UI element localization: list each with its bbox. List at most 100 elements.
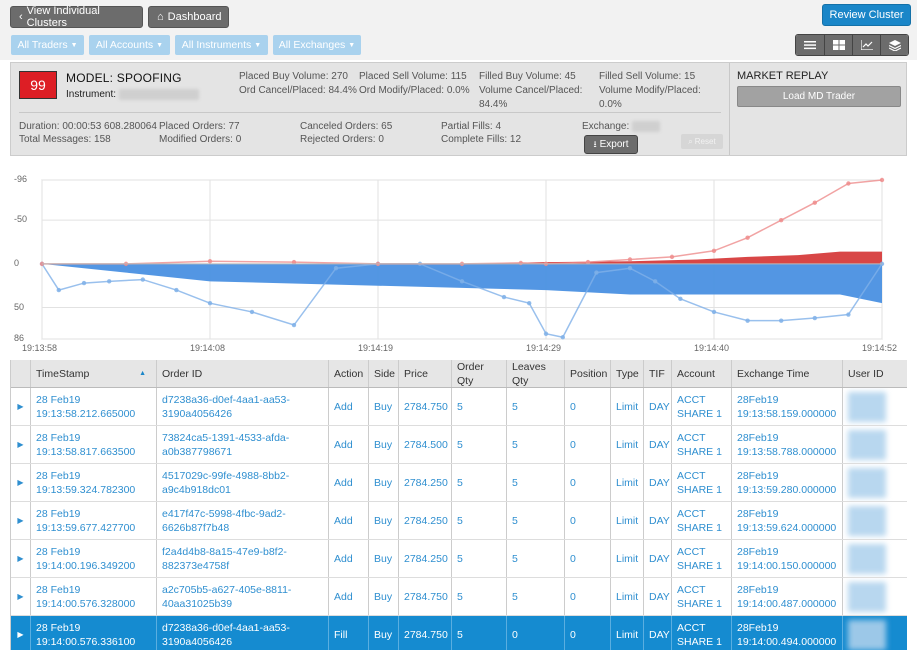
cell-side: Buy xyxy=(369,616,399,650)
column-header-side[interactable]: Side xyxy=(369,360,399,387)
caret-right-icon: ▶ xyxy=(17,629,24,639)
row-expand-toggle[interactable]: ▶ xyxy=(11,502,31,539)
cell-account-text: ACCT SHARE 1 xyxy=(677,431,722,459)
caret-right-icon: ▶ xyxy=(17,477,24,487)
row-expand-toggle[interactable]: ▶ xyxy=(11,540,31,577)
cell-user-id xyxy=(843,464,907,501)
cell-order-id: 73824ca5-1391-4533-afda-a0b387798671 xyxy=(157,426,329,463)
table-row[interactable]: ▶ 28 Feb19 19:13:59.677.427700 e417f47c-599… xyxy=(11,502,907,540)
placed-buy-volume: Placed Buy Volume: 270 xyxy=(239,71,348,82)
cell-type: Limit xyxy=(611,464,644,501)
table-row[interactable]: ▶ 28 Feb19 19:13:58.817.663500 73824ca5-139… xyxy=(11,426,907,464)
chart-view-button[interactable] xyxy=(852,35,880,55)
review-cluster-button[interactable]: Review Cluster xyxy=(822,4,911,26)
cell-order-qty: 5 xyxy=(452,616,507,650)
table-row[interactable]: ▶ 28 Feb19 19:14:00.196.349200 f2a4d4b8-8a1… xyxy=(11,540,907,578)
x-tick-label: 19:14:52 xyxy=(862,343,898,353)
grid-icon xyxy=(832,40,845,50)
column-header-position[interactable]: Position xyxy=(565,360,611,387)
cell-timestamp: 28 Feb19 19:14:00.576.328000 xyxy=(31,578,157,615)
cell-tif: DAY xyxy=(644,578,672,615)
cell-action: Add xyxy=(329,464,369,501)
user-id-redacted xyxy=(848,581,886,612)
buy-position-point xyxy=(140,277,145,282)
cell-account-line2: SHARE 1 xyxy=(677,559,722,572)
cell-order-id-line2: 3190a4056426 xyxy=(162,407,233,420)
cell-timestamp: 28 Feb19 19:13:59.324.782300 xyxy=(31,464,157,501)
list-view-button[interactable] xyxy=(796,35,824,55)
cell-order-id-text: e417f47c-5998-4fbc-9ad2- 6626b87f7b48 xyxy=(162,507,286,535)
column-header-order-qty[interactable]: Order Qty xyxy=(452,360,507,387)
column-header-user-id[interactable]: User ID xyxy=(848,367,884,380)
cell-type: Limit xyxy=(611,616,644,650)
cell-side: Buy xyxy=(369,502,399,539)
table-row[interactable]: ▶ 28 Feb19 19:13:59.324.782300 4517029c-99f… xyxy=(11,464,907,502)
exchange-row: Exchange: xyxy=(582,120,661,134)
column-header-exchange-time[interactable]: Exchange Time xyxy=(732,360,843,387)
sell-area xyxy=(42,251,882,264)
cell-exchange-time-line1: 28Feb19 xyxy=(737,431,779,444)
column-header-action[interactable]: Action xyxy=(329,360,369,387)
cell-side: Buy xyxy=(369,426,399,463)
cell-price: 2784.750 xyxy=(399,616,452,650)
grid-view-button[interactable] xyxy=(824,35,852,55)
row-expand-toggle[interactable]: ▶ xyxy=(11,578,31,615)
cell-timestamp-line1: 28 Feb19 xyxy=(36,431,81,444)
header-expander xyxy=(11,360,31,387)
volume-cancel-placed-label: Volume Cancel/Placed: xyxy=(479,85,583,96)
reset-button[interactable]: ⌕ Reset xyxy=(681,134,723,149)
cell-account: ACCT SHARE 1 xyxy=(672,578,732,615)
column-header-tif[interactable]: TIF xyxy=(644,360,672,387)
export-button[interactable]: ⭳ Export xyxy=(584,135,638,154)
caret-down-icon: ▼ xyxy=(70,41,78,49)
cell-exchange-time-line2: 19:14:00.494.000000 xyxy=(737,635,837,648)
column-header-account[interactable]: Account xyxy=(672,360,732,387)
cell-order-id-line2: 3190a4056426 xyxy=(162,635,233,648)
cell-timestamp-line2: 19:14:00.576.336100 xyxy=(36,635,136,648)
cell-order-id-line2: 6626b87f7b48 xyxy=(162,521,230,534)
column-header-leaves-qty[interactable]: Leaves Qty xyxy=(507,360,565,387)
column-header-price[interactable]: Price xyxy=(399,360,452,387)
cell-type: Limit xyxy=(611,388,644,425)
cell-price: 2784.500 xyxy=(399,426,452,463)
view-individual-clusters-button[interactable]: ‹ View Individual Clusters xyxy=(10,5,143,29)
table-row[interactable]: ▶ 28 Feb19 19:13:58.212.665000 d7238a36-d0e… xyxy=(11,388,907,426)
buy-position-point xyxy=(459,279,465,284)
buy-position-point xyxy=(653,279,658,284)
cell-user-id xyxy=(843,616,907,650)
row-expand-toggle[interactable]: ▶ xyxy=(11,388,31,425)
summary-divider xyxy=(19,112,721,113)
layers-icon xyxy=(888,39,901,51)
cell-order-id: f2a4d4b8-8a15-47e9-b8f2- 882373e4758f xyxy=(157,540,329,577)
cell-exchange-time: 28Feb19 19:13:58.788.000000 xyxy=(732,426,843,463)
column-header-timestamp[interactable]: TimeStamp ▲ xyxy=(31,360,157,387)
cell-account-line2: SHARE 1 xyxy=(677,521,722,534)
buy-position-point xyxy=(56,287,61,293)
filter-accounts[interactable]: All Accounts ▼ xyxy=(89,35,170,55)
chevron-left-icon: ‹ xyxy=(19,11,23,23)
row-expand-toggle[interactable]: ▶ xyxy=(11,616,31,650)
filter-traders[interactable]: All Traders ▼ xyxy=(11,35,84,55)
volume-modify-placed-value: 0.0% xyxy=(599,99,622,110)
column-header-order-id[interactable]: Order ID xyxy=(157,360,329,387)
filter-exchanges[interactable]: All Exchanges ▼ xyxy=(273,35,361,55)
cell-leaves-qty: 5 xyxy=(507,426,565,463)
column-header-type[interactable]: Type xyxy=(611,360,644,387)
sell-position-point xyxy=(711,248,717,253)
x-tick-label: 19:13:58 xyxy=(22,343,58,353)
row-expand-toggle[interactable]: ▶ xyxy=(11,464,31,501)
cell-order-qty: 5 xyxy=(452,540,507,577)
layers-view-button[interactable] xyxy=(880,35,908,55)
cell-timestamp-line2: 19:13:58.817.663500 xyxy=(36,445,136,458)
cell-timestamp-line1: 28 Feb19 xyxy=(36,621,81,634)
table-row[interactable]: ▶ 28 Feb19 19:14:00.576.328000 a2c705b5-a62… xyxy=(11,578,907,616)
cell-timestamp-line2: 19:13:58.212.665000 xyxy=(36,407,136,420)
table-row[interactable]: ▶ 28 Feb19 19:14:00.576.336100 d7238a36-d0e… xyxy=(11,616,907,650)
cell-type: Limit xyxy=(611,540,644,577)
filter-instruments[interactable]: All Instruments ▼ xyxy=(175,35,268,55)
dashboard-button[interactable]: ⌂ Dashboard xyxy=(148,6,229,28)
cell-position: 0 xyxy=(565,426,611,463)
cell-side: Buy xyxy=(369,540,399,577)
row-expand-toggle[interactable]: ▶ xyxy=(11,426,31,463)
load-md-trader-button[interactable]: Load MD Trader xyxy=(737,86,901,107)
